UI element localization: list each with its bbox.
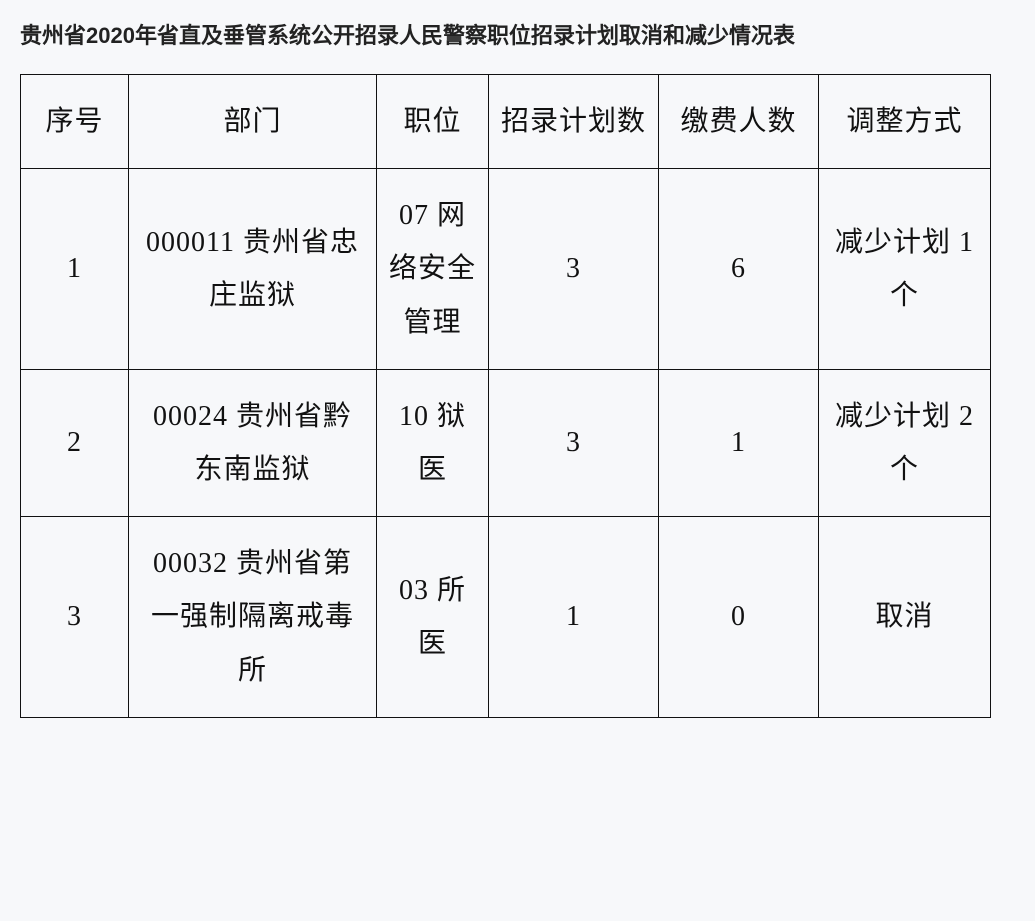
cell-seq: 3 — [21, 517, 129, 718]
page-title: 贵州省2020年省直及垂管系统公开招录人民警察职位招录计划取消和减少情况表 — [20, 18, 1015, 50]
table-container: 序号 部门 职位 招录计划数 缴费人数 调整方式 1 000011 贵州省忠庄监… — [20, 74, 1015, 718]
cell-paid: 1 — [659, 369, 819, 516]
col-plan: 招录计划数 — [489, 75, 659, 169]
col-adj: 调整方式 — [819, 75, 991, 169]
cell-plan: 3 — [489, 369, 659, 516]
cell-pos: 10 狱医 — [377, 369, 489, 516]
cell-pos: 03 所医 — [377, 517, 489, 718]
table-header-row: 序号 部门 职位 招录计划数 缴费人数 调整方式 — [21, 75, 991, 169]
cell-seq: 2 — [21, 369, 129, 516]
cell-pos: 07 网络安全管理 — [377, 169, 489, 370]
table-row: 3 00032 贵州省第一强制隔离戒毒所 03 所医 1 0 取消 — [21, 517, 991, 718]
cell-dept: 000011 贵州省忠庄监狱 — [129, 169, 377, 370]
col-pos: 职位 — [377, 75, 489, 169]
cell-paid: 0 — [659, 517, 819, 718]
cell-seq: 1 — [21, 169, 129, 370]
cell-dept: 00024 贵州省黔东南监狱 — [129, 369, 377, 516]
cell-adj: 减少计划 2 个 — [819, 369, 991, 516]
cell-adj: 减少计划 1 个 — [819, 169, 991, 370]
table-row: 2 00024 贵州省黔东南监狱 10 狱医 3 1 减少计划 2 个 — [21, 369, 991, 516]
table-row: 1 000011 贵州省忠庄监狱 07 网络安全管理 3 6 减少计划 1 个 — [21, 169, 991, 370]
cell-plan: 1 — [489, 517, 659, 718]
cell-dept: 00032 贵州省第一强制隔离戒毒所 — [129, 517, 377, 718]
col-dept: 部门 — [129, 75, 377, 169]
cell-adj: 取消 — [819, 517, 991, 718]
col-seq: 序号 — [21, 75, 129, 169]
recruitment-table: 序号 部门 职位 招录计划数 缴费人数 调整方式 1 000011 贵州省忠庄监… — [20, 74, 991, 718]
col-paid: 缴费人数 — [659, 75, 819, 169]
cell-plan: 3 — [489, 169, 659, 370]
cell-paid: 6 — [659, 169, 819, 370]
